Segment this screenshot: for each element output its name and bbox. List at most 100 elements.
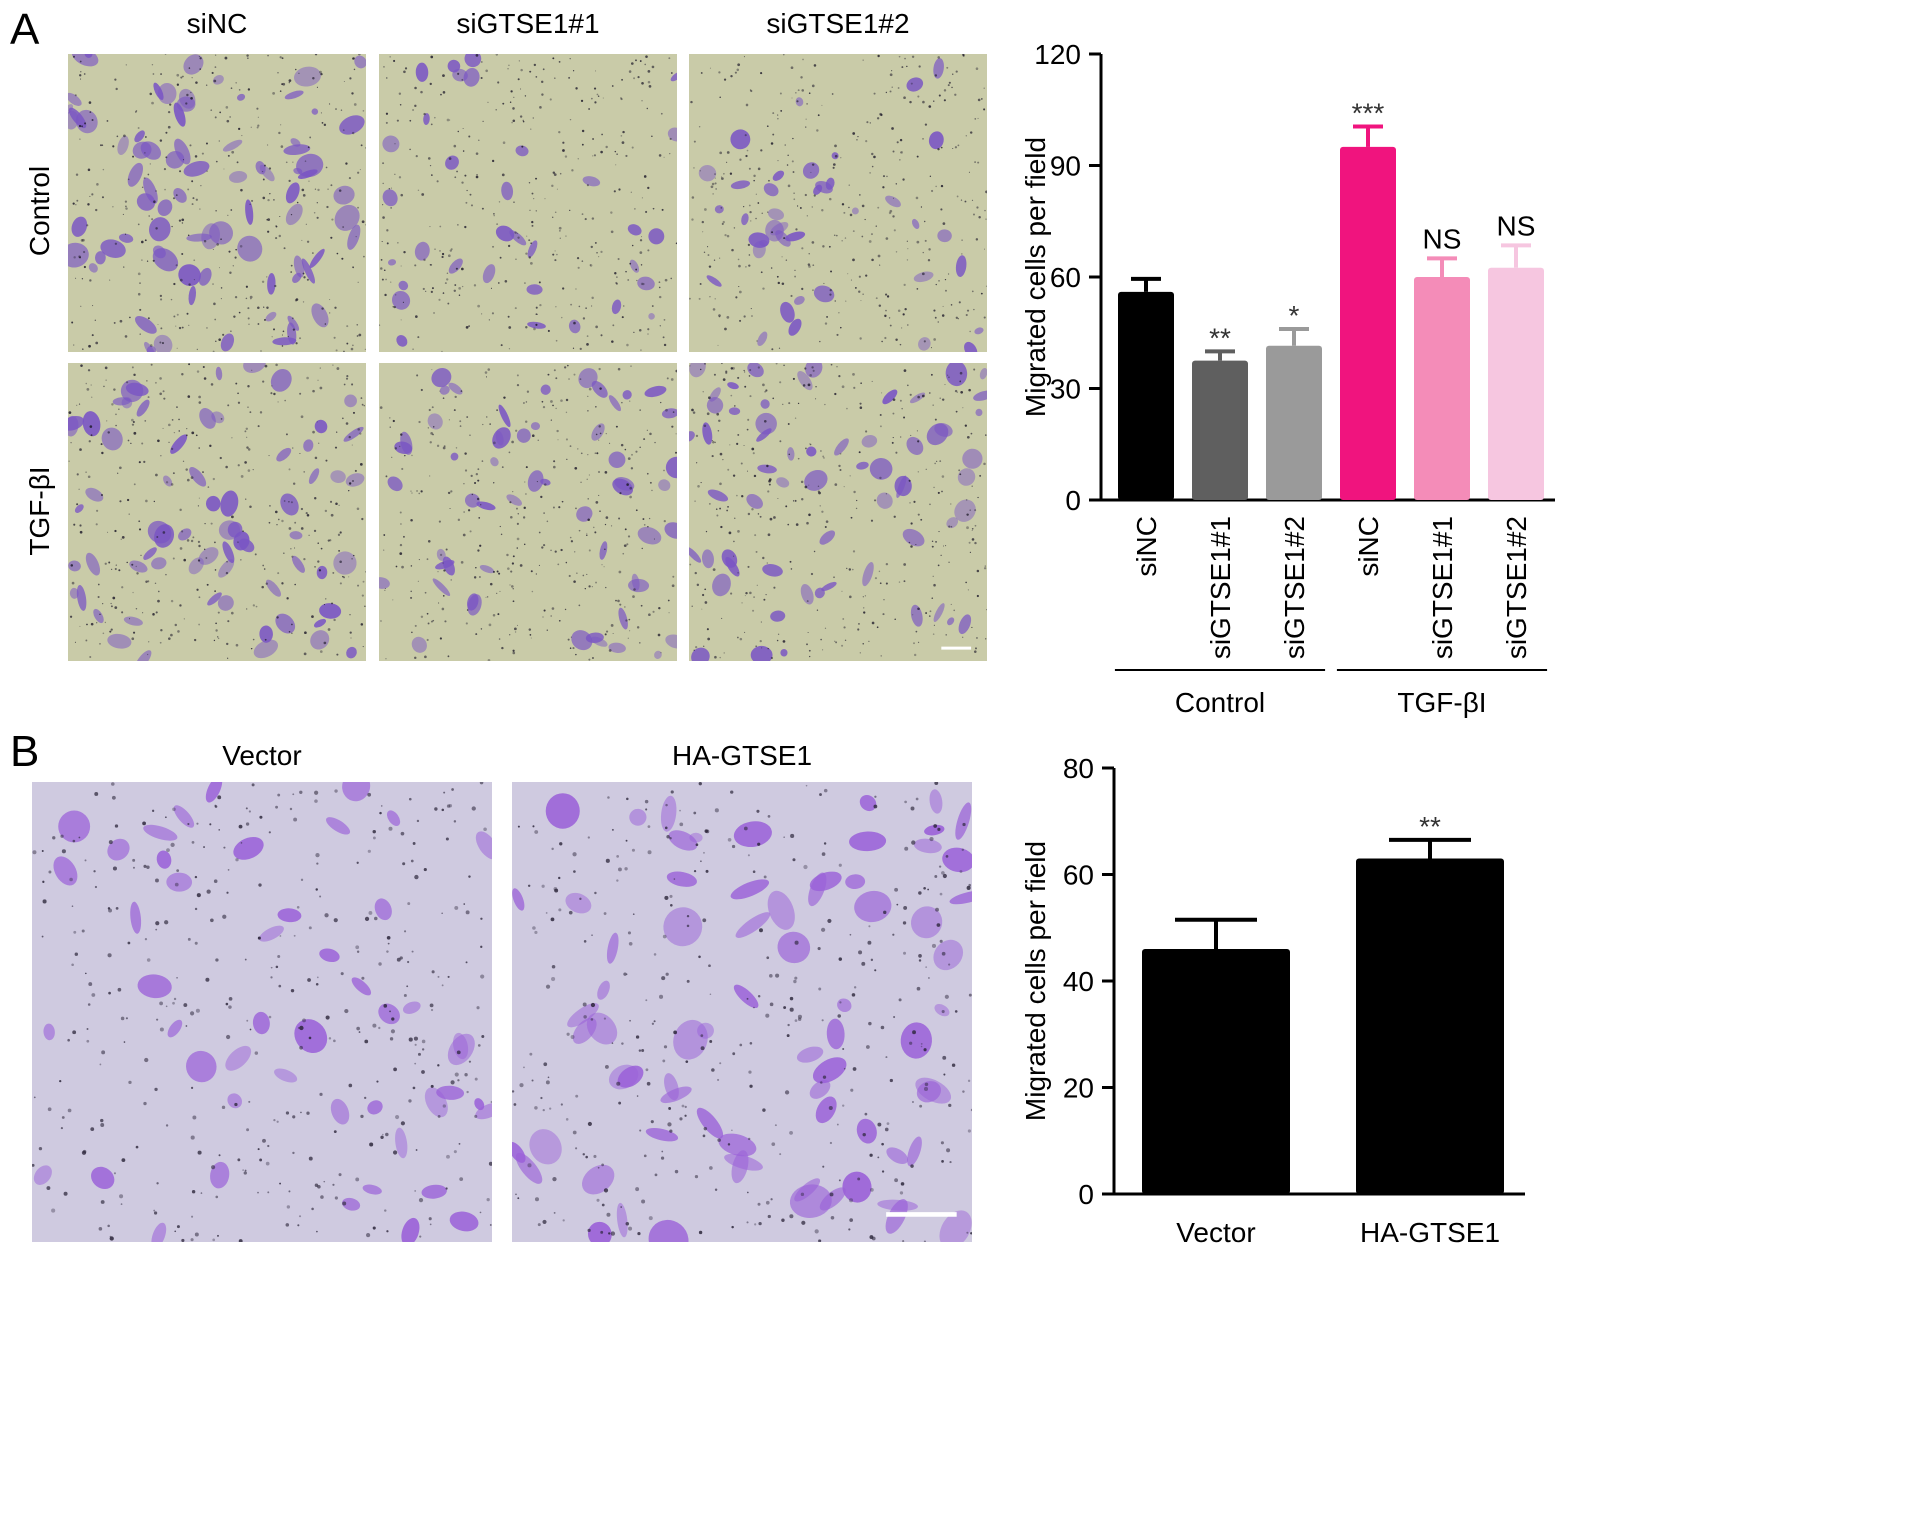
pore-dot — [316, 1230, 318, 1233]
pore-dot — [135, 608, 138, 610]
pore-dot — [404, 930, 407, 933]
pore-dot — [646, 1081, 651, 1086]
pore-dot — [598, 425, 601, 428]
pore-dot — [309, 136, 312, 139]
pore-dot — [797, 402, 800, 405]
pore-dot — [218, 140, 220, 142]
pore-dot — [596, 93, 599, 96]
pore-dot — [586, 573, 588, 575]
pore-dot — [745, 154, 748, 158]
cell-blob — [319, 603, 342, 619]
pore-dot — [228, 1005, 232, 1009]
pore-dot — [819, 340, 821, 343]
pore-dot — [841, 385, 845, 389]
pore-dot — [834, 300, 836, 302]
pore-dot — [760, 149, 763, 152]
pore-dot — [87, 475, 91, 479]
pore-dot — [278, 131, 281, 135]
pore-dot — [303, 652, 307, 656]
cell-blob — [220, 333, 235, 352]
pore-dot — [611, 340, 614, 343]
pore-dot — [140, 554, 142, 557]
pore-dot — [600, 250, 603, 253]
pore-dot — [692, 411, 696, 414]
pore-dot — [748, 204, 751, 207]
cell-blob — [211, 411, 225, 424]
pore-dot — [165, 1005, 168, 1008]
pore-dot — [32, 850, 37, 855]
pore-dot — [441, 808, 445, 812]
pore-dot — [852, 132, 856, 135]
pore-dot — [128, 1080, 132, 1085]
pore-dot — [113, 321, 116, 324]
pore-dot — [912, 1030, 916, 1035]
pore-dot — [883, 599, 885, 601]
pore-dot — [477, 549, 480, 552]
pore-dot — [516, 507, 518, 510]
pore-dot — [496, 592, 498, 594]
pore-dot — [696, 583, 700, 587]
cell-blob — [851, 207, 859, 215]
pore-dot — [162, 427, 164, 429]
pore-dot — [901, 407, 903, 410]
cell-blob — [964, 341, 978, 352]
pore-dot — [137, 292, 141, 296]
pore-dot — [808, 253, 810, 255]
pore-dot — [412, 348, 414, 350]
pore-dot — [205, 84, 208, 86]
pore-dot — [262, 196, 266, 200]
pore-dot — [170, 298, 173, 301]
pore-dot — [190, 91, 192, 94]
pore-dot — [149, 344, 153, 347]
pore-dot — [793, 192, 795, 195]
pore-dot — [79, 625, 81, 627]
pore-dot — [432, 619, 435, 622]
pore-dot — [727, 506, 729, 508]
pore-dot — [818, 987, 822, 991]
pore-dot — [421, 193, 425, 196]
pore-dot — [645, 210, 648, 213]
pore-dot — [559, 842, 563, 846]
pore-dot — [573, 321, 576, 325]
pore-dot — [927, 888, 930, 891]
cell-blob — [540, 384, 551, 395]
pore-dot — [197, 540, 201, 543]
pore-dot — [868, 925, 871, 928]
pore-dot — [146, 380, 148, 382]
pore-dot — [937, 321, 939, 323]
pore-dot — [465, 622, 468, 625]
pore-dot — [84, 122, 87, 125]
pore-dot — [235, 82, 237, 84]
pore-dot — [210, 383, 214, 386]
pore-dot — [249, 1028, 252, 1031]
pore-dot — [708, 502, 711, 505]
pore-dot — [270, 392, 273, 395]
pore-dot — [567, 638, 570, 641]
pore-dot — [554, 888, 559, 893]
cell-blob — [391, 290, 411, 310]
pore-dot — [949, 1161, 952, 1164]
pore-dot — [306, 240, 310, 243]
pore-dot — [555, 339, 558, 342]
pore-dot — [748, 254, 751, 256]
pore-dot — [833, 234, 836, 237]
pore-dot — [47, 1107, 52, 1112]
cell-blob — [812, 1057, 847, 1084]
pore-dot — [714, 1188, 718, 1191]
micrograph-texture — [689, 54, 987, 352]
pore-dot — [611, 1042, 614, 1044]
pore-dot — [155, 473, 158, 477]
pore-dot — [247, 385, 250, 388]
pore-dot — [859, 194, 861, 196]
pore-dot — [538, 281, 541, 284]
significance-label: * — [1289, 300, 1300, 331]
pore-dot — [553, 465, 556, 469]
pore-dot — [962, 54, 965, 56]
pore-dot — [892, 215, 895, 218]
pore-dot — [791, 160, 794, 163]
pore-dot — [424, 591, 427, 594]
cell-blob — [581, 1164, 615, 1195]
bar — [1192, 360, 1248, 500]
pore-dot — [875, 297, 878, 300]
pore-dot — [356, 861, 359, 864]
